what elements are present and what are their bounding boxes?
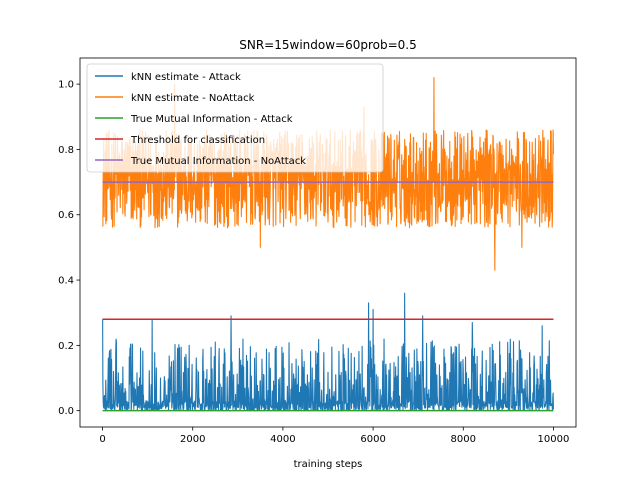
legend: kNN estimate - Attack kNN estimate - NoAt…: [86, 63, 384, 173]
series-line-1: [102, 77, 554, 271]
y-tick-label: 0.0: [58, 406, 74, 417]
x-axis-label: training steps: [294, 459, 363, 470]
x-axis: 0 2000 4000 6000 8000 10000: [99, 427, 569, 445]
legend-label: True Mutual Information - NoAttack: [130, 156, 306, 167]
x-tick-label: 6000: [360, 434, 385, 445]
y-tick-label: 0.2: [58, 341, 74, 352]
series-line-0: [102, 292, 554, 412]
y-tick-label: 0.6: [58, 210, 74, 221]
legend-label: True Mutual Information - Attack: [130, 114, 293, 125]
x-tick-label: 4000: [270, 434, 295, 445]
series-layer: [102, 77, 554, 412]
plot-frame: [79, 57, 577, 428]
legend-box: [86, 63, 384, 173]
x-tick-label: 10000: [538, 434, 570, 445]
y-tick-label: 1.0: [58, 80, 74, 91]
x-tick-label: 8000: [451, 434, 476, 445]
x-tick-label: 0: [99, 434, 105, 445]
y-axis: 0.0 0.2 0.4 0.6 0.8 1.0: [58, 80, 80, 417]
y-tick-label: 0.8: [58, 145, 74, 156]
x-tick-label: 2000: [180, 434, 205, 445]
legend-label: kNN estimate - Attack: [131, 72, 241, 83]
chart-title: SNR=15window=60prob=0.5: [239, 38, 417, 52]
legend-label: Threshold for classification: [130, 135, 265, 146]
y-tick-label: 0.4: [58, 276, 74, 287]
legend-label: kNN estimate - NoAttack: [131, 93, 255, 104]
